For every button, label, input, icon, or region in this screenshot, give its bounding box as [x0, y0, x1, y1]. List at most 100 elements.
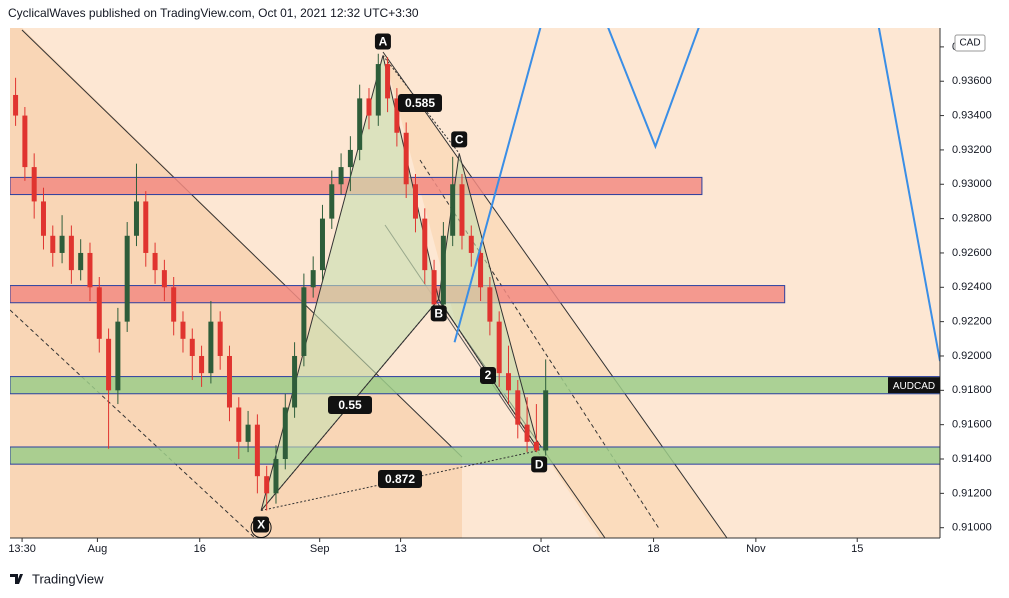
candle-body	[161, 270, 167, 288]
candle-body	[422, 218, 428, 271]
point-badge	[430, 305, 447, 322]
y-tick-label: 0.91400	[952, 453, 992, 465]
candle-body	[366, 98, 372, 116]
marker-label: 2	[485, 368, 492, 382]
ratio-badge	[398, 94, 442, 112]
candle-body	[533, 441, 539, 451]
candle-body	[152, 252, 158, 271]
candle-body	[31, 167, 37, 202]
candle-body	[236, 407, 242, 442]
candle-body	[450, 184, 456, 236]
candle-body	[68, 235, 74, 271]
candle-body	[505, 373, 511, 391]
candle-body	[59, 235, 65, 253]
candle-body	[431, 270, 437, 305]
candle-body	[338, 167, 344, 185]
point-label: C	[455, 133, 464, 147]
point-label: X	[257, 518, 265, 532]
candle-body	[357, 98, 363, 150]
x-tick-label: 15	[851, 543, 863, 555]
y-tick-label: 0.92200	[952, 316, 992, 328]
candle-body	[273, 459, 279, 494]
candle-body	[254, 424, 260, 477]
x-tick-label: 18	[647, 543, 659, 555]
candle-body	[282, 407, 288, 460]
candle-body	[106, 338, 112, 391]
projection-line	[453, 28, 940, 362]
candle-body	[226, 355, 232, 408]
footer: TradingView	[32, 571, 104, 586]
candle-body	[171, 287, 177, 322]
currency-box	[954, 34, 986, 52]
candle-body	[78, 252, 84, 271]
candle-body	[199, 355, 205, 374]
candle-body	[403, 132, 409, 185]
candle-body	[292, 355, 298, 408]
y-tick-label: 0.92800	[952, 213, 992, 225]
candle-body	[459, 184, 465, 236]
candle-body	[50, 235, 56, 253]
candle-body	[319, 218, 325, 271]
candle-body	[124, 235, 130, 322]
point-badge	[531, 456, 548, 473]
candle-body	[180, 321, 186, 339]
point-label: A	[379, 35, 388, 49]
candle-body	[543, 390, 549, 451]
candle-body	[40, 201, 46, 236]
candle-body	[515, 390, 521, 425]
x-tick-label: 13:30	[8, 543, 36, 555]
y-tick-label: 0.92000	[952, 350, 992, 362]
y-tick-label: 0.91800	[952, 384, 992, 396]
candle-body	[329, 184, 335, 219]
y-tick-label: 0.93200	[952, 144, 992, 156]
candle-body	[143, 201, 149, 253]
pattern-ratio-line	[382, 55, 460, 154]
ratio-label: 0.585	[405, 96, 435, 110]
candle-body	[385, 64, 391, 99]
y-tick-label: 0.93600	[952, 75, 992, 87]
point-badge	[451, 131, 468, 148]
y-tick-label: 0.91600	[952, 419, 992, 431]
x-tick-label: 13	[394, 543, 406, 555]
x-tick-label: Sep	[310, 543, 330, 555]
symbol-label: AUDCAD	[893, 381, 935, 392]
candle-body	[347, 149, 353, 168]
candle-body	[440, 235, 446, 305]
ratio-label: 0.872	[385, 472, 415, 486]
currency-label: CAD	[959, 38, 980, 49]
candle-body	[468, 235, 474, 253]
candle-body	[208, 321, 214, 374]
zone	[10, 376, 940, 395]
pattern-ratio-line	[260, 449, 540, 512]
candle-body	[496, 321, 502, 374]
candle-body	[487, 287, 493, 322]
header: CyclicalWaves published on TradingView.c…	[8, 6, 419, 20]
logo: TradingView	[10, 571, 104, 586]
point-badge	[253, 516, 270, 533]
ratio-badge	[378, 470, 422, 488]
marker-badge	[480, 367, 496, 384]
ratio-label: 0.55	[338, 398, 362, 412]
point-label: B	[434, 306, 443, 320]
y-tick-label: 0.93000	[952, 178, 992, 190]
zone	[10, 446, 940, 465]
x-tick-label: 16	[194, 543, 206, 555]
candle-body	[115, 321, 121, 391]
point-badge	[374, 33, 391, 50]
candle-body	[412, 184, 418, 219]
candle-body	[478, 252, 484, 288]
point-label: D	[535, 458, 544, 472]
y-tick-label: 0.92600	[952, 247, 992, 259]
ratio-badge	[328, 396, 372, 414]
x-tick-label: Nov	[746, 543, 766, 555]
x-tick-label: Oct	[532, 543, 549, 555]
y-tick-label: 0.91000	[952, 522, 992, 534]
candle-body	[189, 338, 195, 356]
candle-body	[394, 98, 400, 133]
candle-body	[245, 424, 251, 442]
candle-body	[310, 270, 316, 288]
candle-body	[22, 115, 28, 168]
candle-body	[524, 424, 530, 442]
